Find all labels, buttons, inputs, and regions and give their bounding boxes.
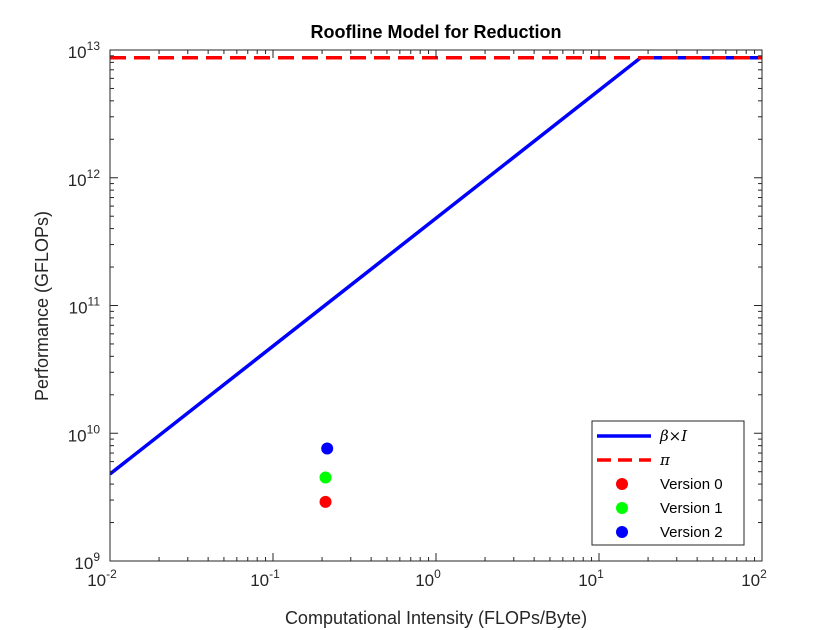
y-tick-label: 109 <box>74 550 100 573</box>
legend-label-version-2: Version 2 <box>660 524 723 541</box>
y-tick-label: 1013 <box>68 39 101 62</box>
point-version-1 <box>319 471 332 484</box>
x-tick-label: 10-2 <box>87 567 117 590</box>
legend: β×I π Version 0 Version 1 Version 2 <box>591 420 745 546</box>
x-tick-label: 102 <box>741 567 767 590</box>
y-tick-label: 1010 <box>68 422 101 445</box>
legend-marker-version-2 <box>616 526 628 538</box>
legend-label-version-0: Version 0 <box>660 476 723 493</box>
legend-label-pi: π <box>659 451 671 469</box>
point-version-0 <box>319 495 332 508</box>
x-axis-label: Computational Intensity (FLOPs/Byte) <box>285 608 587 628</box>
legend-marker-version-1 <box>616 502 628 514</box>
y-tick-label: 1011 <box>69 295 101 318</box>
legend-label-beta-x-i: β×I <box>659 427 688 445</box>
y-axis-label: Performance (GFLOPs) <box>32 211 52 401</box>
point-version-2 <box>321 442 334 455</box>
y-tick-label: 1012 <box>68 167 101 190</box>
chart-title: Roofline Model for Reduction <box>311 22 562 42</box>
x-tick-label: 100 <box>415 567 441 590</box>
x-tick-label: 101 <box>578 567 604 590</box>
legend-marker-version-0 <box>616 478 628 490</box>
x-tick-label: 10-1 <box>250 567 280 590</box>
legend-label-version-1: Version 1 <box>660 500 723 517</box>
tick-layer: 10-2 10-1 100 101 102 109 1010 1011 1012 1013 <box>68 39 767 590</box>
